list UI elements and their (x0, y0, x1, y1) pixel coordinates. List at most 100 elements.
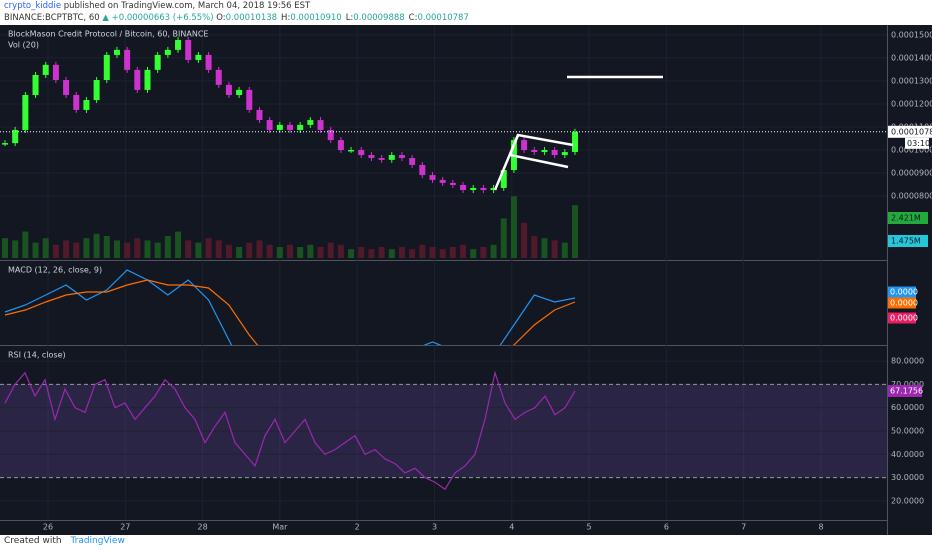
volume-bar (83, 238, 90, 258)
candle (398, 155, 405, 159)
volume-bar (429, 247, 436, 258)
volume-bar (195, 242, 202, 258)
candle (63, 80, 70, 95)
candle (236, 89, 243, 95)
candle (317, 120, 324, 130)
candle (439, 179, 446, 183)
volume-bar (327, 242, 334, 258)
volume-bar (551, 240, 558, 258)
volume-bar (358, 247, 365, 258)
ohlc-label: L: (345, 13, 354, 23)
volume-bar (42, 238, 49, 258)
candle (154, 54, 161, 70)
volume-bar (388, 249, 395, 258)
volume-bar (266, 244, 273, 258)
time-label: 5 (587, 523, 592, 532)
candle (348, 149, 355, 152)
ohlc-value: 0.00009888 (353, 13, 405, 23)
time-label: 8 (818, 523, 823, 532)
ohlc-label: C: (408, 13, 418, 23)
volume-box (888, 212, 928, 224)
volume-bar (398, 247, 405, 258)
volume-bar (124, 242, 131, 258)
volume-bar (52, 244, 59, 258)
candle (307, 120, 314, 125)
volume-label: 2.421M (891, 214, 921, 223)
signal-line (4, 279, 576, 345)
candle (22, 94, 29, 130)
candle (205, 54, 212, 70)
volume-bar (419, 244, 426, 258)
volume-bar (154, 242, 161, 258)
candle (500, 170, 507, 188)
volume-bar (378, 247, 385, 258)
candle (73, 94, 80, 110)
time-label: Mar (272, 523, 288, 532)
volume-bar (22, 231, 29, 258)
volume-bar (480, 247, 487, 258)
candle (266, 120, 273, 130)
candle (144, 69, 151, 90)
volume-bar (93, 233, 100, 258)
volume-bar (307, 244, 314, 258)
footer-brand[interactable]: TradingView (70, 536, 125, 546)
candle (429, 175, 436, 180)
time-label: 3 (432, 523, 437, 532)
time-label: 7 (741, 523, 746, 532)
volume-bar (500, 218, 507, 258)
macd-label: 0.0000 (890, 314, 918, 323)
volume-ma-label: 1.475M (891, 237, 921, 246)
volume-bar (337, 244, 344, 258)
volume-bar (409, 249, 416, 258)
candle (449, 182, 456, 185)
volume-bar (439, 249, 446, 258)
volume-bar (215, 240, 222, 258)
candle (195, 54, 202, 60)
rsi-title: RSI (14, close) (8, 351, 66, 360)
macd-label: 0.0000 (890, 299, 918, 308)
candle (480, 187, 487, 191)
rsi-tick-label: 20.0000 (891, 496, 924, 505)
ohlc: O:0.00010138 H:0.00010910 L:0.00009888 C:0.… (216, 13, 473, 23)
rsi-tick-label: 30.0000 (891, 473, 924, 482)
flag-lower (508, 134, 569, 169)
volume-bar (572, 205, 578, 258)
macd-box (888, 312, 916, 324)
volume-bar (185, 240, 192, 258)
time-label: 6 (664, 523, 669, 532)
countdown: 03:10 (907, 139, 930, 148)
header-line-2: BINANCE:BCPTBTC, 60 ▲ +0.00000663 (+6.55… (4, 13, 473, 23)
footer: Created with TradingView (4, 536, 125, 546)
candle (287, 124, 293, 130)
volume-bar (12, 240, 19, 258)
rsi-last-box (888, 384, 922, 397)
time-label: 28 (198, 523, 208, 532)
change: ▲ +0.00000663 (+6.55%) (102, 13, 214, 23)
candle (164, 49, 171, 55)
macd-box (888, 297, 916, 309)
price-title: BlockMason Credit Protocol / Bitcoin, 60… (8, 30, 208, 39)
volume-bar (144, 240, 151, 258)
time-label: 26 (43, 523, 53, 532)
macd-label: 0.0000 (890, 288, 918, 297)
volume-bar (521, 222, 528, 258)
volume-bar (541, 238, 548, 258)
volume-bar (297, 247, 304, 258)
candle (388, 155, 395, 160)
volume-bar (103, 236, 110, 258)
volume-bar (2, 238, 8, 258)
candle (490, 187, 497, 191)
candle (42, 64, 49, 75)
last-price-label: 0.00010787 (891, 127, 932, 136)
volume-bar (225, 244, 232, 258)
candle (297, 124, 304, 130)
author[interactable]: crypto_kiddie (4, 1, 62, 11)
